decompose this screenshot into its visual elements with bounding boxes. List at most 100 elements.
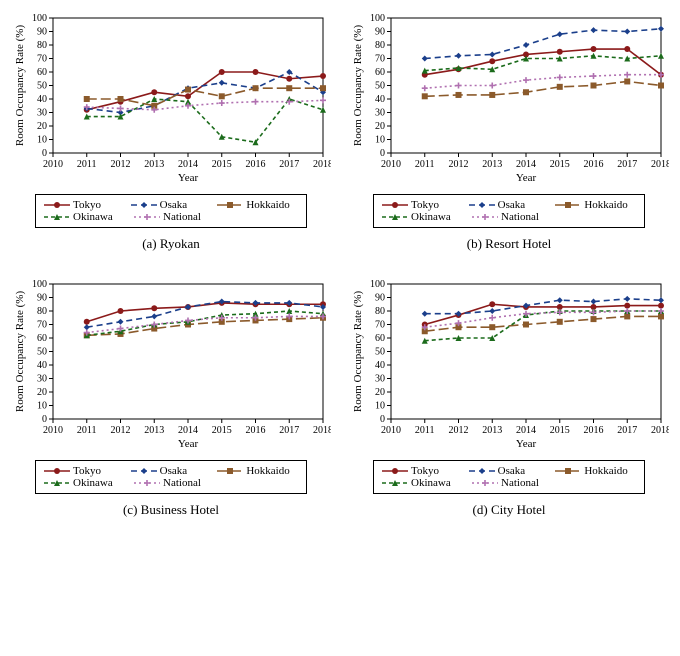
legend-item-osaka: Osaka [131,199,212,211]
legend-item-hokkaido: Hokkaido [555,199,636,211]
svg-text:2012: 2012 [111,159,131,170]
svg-text:30: 30 [375,108,385,119]
legend-item-osaka: Osaka [469,465,550,477]
legend-item-hokkaido: Hokkaido [555,465,636,477]
legend-swatch-hokkaido [217,200,243,210]
svg-text:2016: 2016 [584,159,604,170]
svg-text:2016: 2016 [246,425,266,436]
legend-label-national: National [163,211,201,223]
svg-text:90: 90 [375,27,385,38]
legend-swatch-osaka [469,466,495,476]
legend-label-hokkaido: Hokkaido [584,199,627,211]
svg-text:2012: 2012 [111,425,131,436]
svg-text:2013: 2013 [144,425,164,436]
svg-text:10: 10 [375,135,385,146]
caption-resort: (b) Resort Hotel [467,236,551,252]
svg-text:50: 50 [37,347,47,358]
legend-swatch-osaka [131,466,157,476]
svg-text:2017: 2017 [279,425,299,436]
svg-text:2012: 2012 [449,159,469,170]
legend: Tokyo Osaka Hokkaido Okinawa [35,460,307,494]
svg-text:10: 10 [375,401,385,412]
svg-text:Year: Year [516,438,537,450]
svg-text:100: 100 [370,13,385,24]
svg-text:20: 20 [37,121,47,132]
legend-swatch-okinawa [44,478,70,488]
legend-label-tokyo: Tokyo [73,199,101,211]
legend-swatch-tokyo [382,200,408,210]
svg-text:2018: 2018 [651,425,669,436]
legend-item-national: National [134,211,218,223]
svg-text:50: 50 [375,81,385,92]
legend-swatch-tokyo [382,466,408,476]
legend-label-osaka: Osaka [160,465,188,477]
chart-business: 0102030405060708090100201020112012201320… [11,276,331,456]
legend-item-national: National [134,477,218,489]
svg-text:2011: 2011 [415,159,435,170]
svg-text:70: 70 [375,320,385,331]
legend-swatch-osaka [469,200,495,210]
legend-swatch-national [134,212,160,222]
legend-label-okinawa: Okinawa [411,477,451,489]
panel-resort: 0102030405060708090100201020112012201320… [348,10,670,252]
chart-ryokan: 0102030405060708090100201020112012201320… [11,10,331,190]
svg-text:70: 70 [37,320,47,331]
svg-text:Room Occupancy Rate (%): Room Occupancy Rate (%) [352,291,364,413]
svg-text:30: 30 [37,374,47,385]
legend-swatch-okinawa [44,212,70,222]
svg-text:2014: 2014 [516,425,536,436]
svg-text:2017: 2017 [279,159,299,170]
svg-text:2010: 2010 [43,159,63,170]
svg-text:0: 0 [380,148,385,159]
svg-text:2011: 2011 [415,425,435,436]
chart-grid: 0102030405060708090100201020112012201320… [10,10,670,518]
svg-text:60: 60 [37,333,47,344]
legend-swatch-national [472,478,498,488]
svg-text:40: 40 [375,360,385,371]
legend-item-okinawa: Okinawa [382,477,466,489]
svg-text:2018: 2018 [313,159,331,170]
svg-text:Room Occupancy Rate (%): Room Occupancy Rate (%) [14,25,26,147]
svg-text:0: 0 [42,414,47,425]
svg-text:0: 0 [380,414,385,425]
svg-text:20: 20 [375,387,385,398]
legend-label-okinawa: Okinawa [73,211,113,223]
legend-label-national: National [501,477,539,489]
legend-label-tokyo: Tokyo [73,465,101,477]
legend-item-hokkaido: Hokkaido [217,199,298,211]
svg-text:2013: 2013 [144,159,164,170]
svg-text:2015: 2015 [550,425,570,436]
legend-swatch-osaka [131,200,157,210]
legend-swatch-hokkaido [555,466,581,476]
svg-text:2016: 2016 [584,425,604,436]
legend-label-okinawa: Okinawa [411,211,451,223]
legend-item-national: National [472,211,556,223]
legend-swatch-national [472,212,498,222]
legend-item-hokkaido: Hokkaido [217,465,298,477]
legend: Tokyo Osaka Hokkaido Okinawa [35,194,307,228]
svg-text:90: 90 [37,27,47,38]
svg-text:2010: 2010 [381,425,401,436]
legend-item-tokyo: Tokyo [382,465,463,477]
svg-text:60: 60 [37,67,47,78]
svg-text:2018: 2018 [651,159,669,170]
svg-text:2018: 2018 [313,425,331,436]
legend-label-okinawa: Okinawa [73,477,113,489]
legend-swatch-hokkaido [555,200,581,210]
svg-text:80: 80 [37,306,47,317]
svg-text:2014: 2014 [516,159,536,170]
svg-text:60: 60 [375,333,385,344]
caption-business: (c) Business Hotel [123,502,219,518]
svg-text:20: 20 [375,121,385,132]
svg-text:2013: 2013 [482,159,502,170]
legend-item-okinawa: Okinawa [44,477,128,489]
legend-item-okinawa: Okinawa [382,211,466,223]
svg-text:90: 90 [375,293,385,304]
legend-label-tokyo: Tokyo [411,465,439,477]
legend-label-national: National [501,211,539,223]
svg-text:10: 10 [37,135,47,146]
chart-resort: 0102030405060708090100201020112012201320… [349,10,669,190]
svg-text:2015: 2015 [550,159,570,170]
svg-text:40: 40 [37,360,47,371]
panel-city: 0102030405060708090100201020112012201320… [348,276,670,518]
